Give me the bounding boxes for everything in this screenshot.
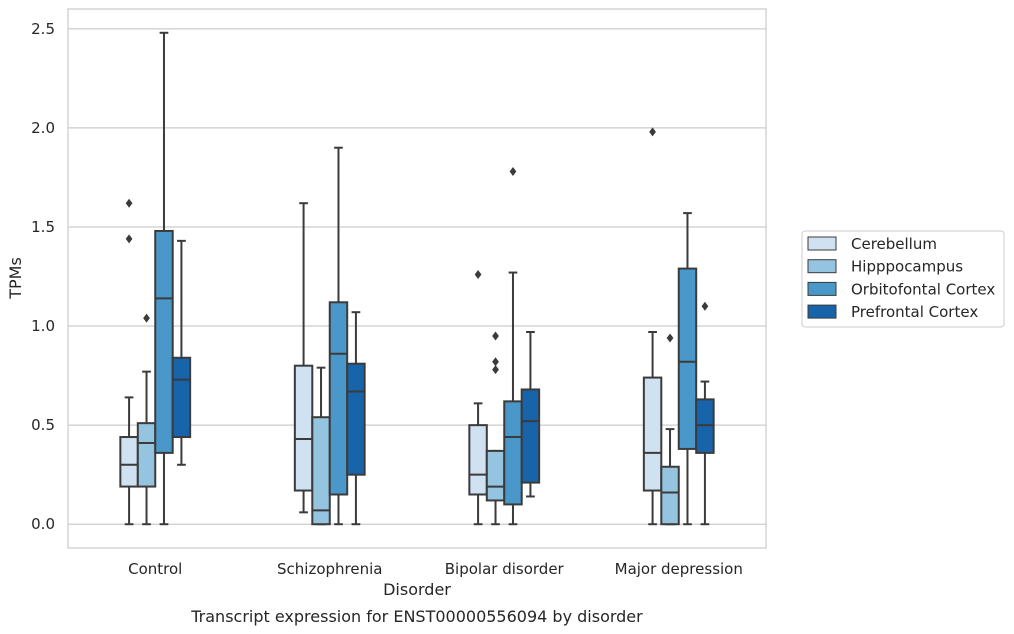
box-group [136, 313, 157, 526]
legend-swatch [807, 304, 837, 319]
iqr-box [171, 356, 192, 439]
box-group [293, 202, 314, 514]
iqr-box [660, 465, 680, 526]
outlier-point [474, 270, 482, 280]
box-group [171, 239, 192, 466]
iqr-box [642, 376, 663, 492]
y-tick-label: 1.5 [31, 218, 55, 236]
iqr-box [293, 364, 314, 492]
iqr-box [328, 301, 349, 496]
outlier-point [701, 301, 709, 311]
y-tick-label: 2.0 [31, 119, 55, 137]
legend-swatch [807, 281, 837, 296]
outlier-point [666, 333, 674, 343]
x-tick-label: Control [128, 560, 182, 578]
box-group [695, 301, 715, 526]
y-tick-label: 0.0 [31, 515, 55, 533]
boxes-layer [119, 31, 715, 526]
outlier-point [492, 365, 499, 375]
outlier-point [143, 313, 150, 323]
iqr-box [154, 229, 174, 454]
legend-label: Cerebellum [851, 235, 937, 253]
legend-label: Hipppocampus [851, 258, 963, 276]
iqr-box [346, 362, 366, 476]
box-group [520, 331, 541, 498]
iqr-box [677, 267, 698, 450]
outlier-point [125, 198, 133, 208]
outlier-point [125, 234, 133, 244]
box-group [642, 127, 663, 526]
iqr-box [520, 388, 541, 484]
x-tick-label: Schizophrenia [277, 560, 382, 578]
y-axis-title: TPMs [6, 257, 25, 300]
outlier-point [509, 166, 517, 176]
legend-swatch [807, 236, 837, 251]
iqr-box [311, 416, 331, 526]
legend-label: Orbitofontal Cortex [851, 280, 995, 298]
iqr-box [468, 424, 488, 496]
x-axis-title: Disorder [383, 580, 451, 599]
iqr-box [485, 449, 506, 502]
box-group [154, 31, 174, 526]
iqr-box [119, 436, 139, 488]
x-tick-label: Bipolar disorder [445, 560, 565, 578]
box-group [660, 333, 680, 526]
legend: Cerebellum Hipppocampus Orbitofontal Corte… [801, 230, 1005, 328]
box-group [468, 270, 488, 526]
iqr-box [136, 422, 157, 488]
legend-swatch [807, 259, 837, 274]
chart-caption: Transcript expression for ENST0000055609… [190, 607, 643, 626]
iqr-box [503, 400, 523, 506]
x-tick-label: Major depression [615, 560, 743, 578]
outlier-point [649, 127, 656, 137]
y-tick-labels: 0.0 0.5 1.0 1.5 2.0 2.5 [31, 20, 55, 533]
x-tick-labels: Control Schizophrenia Bipolar disorder Majo… [128, 560, 743, 578]
y-tick-label: 2.5 [31, 20, 55, 38]
outlier-point [492, 357, 499, 367]
box-group [485, 331, 506, 526]
box-group [677, 212, 698, 526]
outlier-point [492, 331, 499, 341]
legend-frame [801, 230, 1005, 328]
legend-label: Prefrontal Cortex [851, 303, 978, 321]
y-tick-label: 1.0 [31, 317, 55, 335]
box-group [346, 311, 366, 526]
y-tick-label: 0.5 [31, 416, 55, 434]
